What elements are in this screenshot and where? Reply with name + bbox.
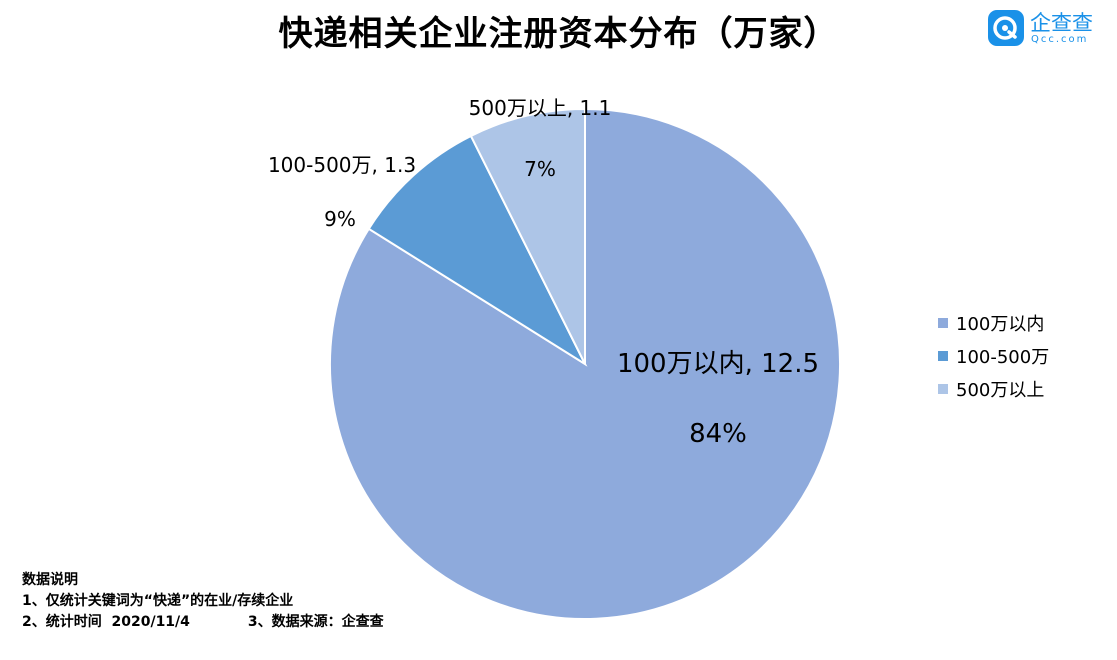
legend-label: 100万以内 [956,313,1045,335]
legend-label: 100-500万 [956,346,1050,368]
data-notes: 数据说明 1、仅统计关键词为“快递”的在业/存续企业 2、统计时间 2020/1… [22,570,384,633]
notes-line-2: 2、统计时间 2020/11/4 3、数据来源：企查查 [22,612,384,633]
brand-logo: 企查查 Qcc.com [988,6,1106,52]
brand-url: Qcc.com [1031,34,1089,45]
slice-data-label: 100-500万, 1.3 [268,153,416,177]
notes-line-2-left: 2、统计时间 2020/11/4 [22,614,190,630]
slice-percent-label: 84% [689,419,747,449]
pie-slice [469,107,586,365]
notes-heading: 数据说明 [22,572,78,588]
legend-swatch [938,383,948,394]
chart-title: 快递相关企业注册资本分布（万家） [278,14,839,54]
notes-line-1: 1、仅统计关键词为“快递”的在业/存续企业 [22,593,294,609]
legend-item: 100万以内 [938,306,1049,339]
brand-name: 企查查 [1030,11,1093,35]
legend-label: 500万以上 [956,379,1045,401]
pie-slice [367,134,588,367]
legend-item: 500万以上 [938,372,1049,405]
legend-swatch [938,350,948,361]
qcc-logo-icon [988,10,1024,46]
slice-percent-label: 9% [324,207,356,231]
slice-percent-label: 7% [524,157,556,181]
legend-swatch [938,317,948,328]
legend-item: 100-500万 [938,339,1049,372]
chart-legend: 100万以内 100-500万 500万以上 [938,306,1049,405]
slice-data-label: 500万以上, 1.1 [469,96,612,120]
slice-data-label: 100万以内, 12.5 [617,349,819,379]
notes-line-2-right: 3、数据来源：企查查 [247,614,384,630]
